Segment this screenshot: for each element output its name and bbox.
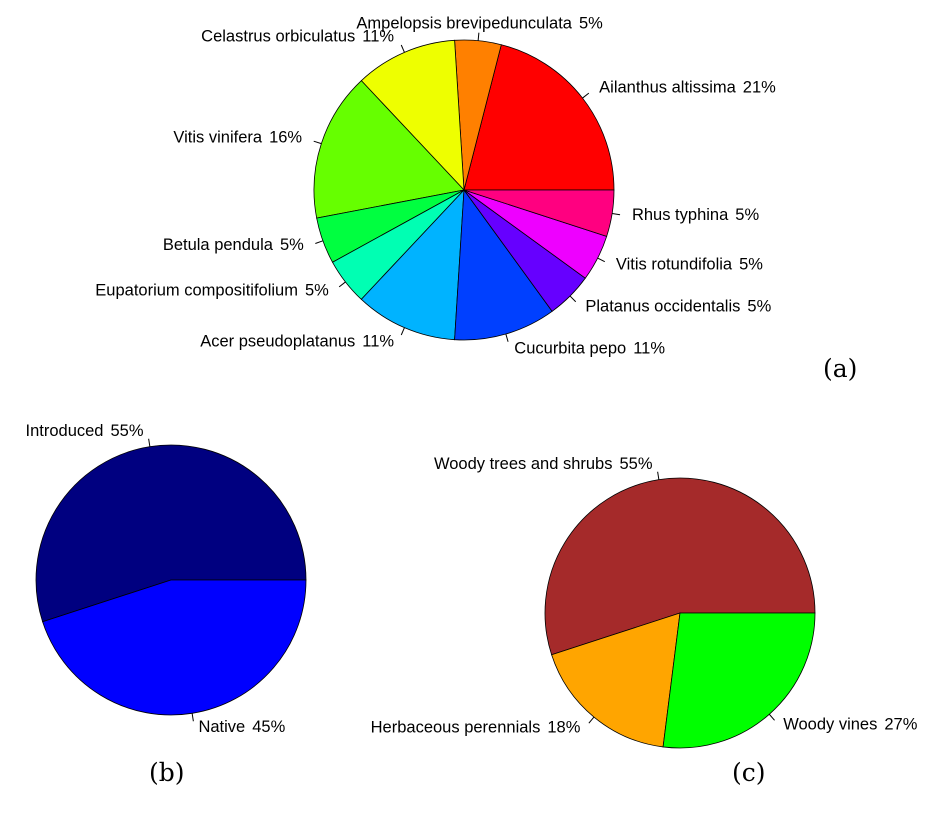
slice-name-a-vitis-vinifera: Vitis vinifera: [173, 129, 262, 147]
slice-label-a-vitis-rotundifolia: Vitis rotundifolia 5%: [616, 256, 763, 274]
leader-line-a-ailanthus-altissima: [582, 92, 590, 99]
slice-percent-a-vitis-vinifera: 16%: [269, 129, 302, 147]
slice-a-cucurbita-pepo: [454, 188, 553, 341]
slice-percent-a-betula-pendula: 5%: [280, 237, 304, 255]
leader-line-c-herbaceous-perennials: [588, 716, 595, 724]
pie-chart-b: Introduced 55% Native 45%: [26, 422, 307, 737]
slice-name-c-woody-trees-and-shrubs: Woody trees and shrubs: [434, 455, 613, 473]
slice-percent-a-cucurbita-pepo: 11%: [633, 340, 665, 358]
leader-line-a-platanus-occidentalis: [569, 295, 577, 303]
slice-percent-a-rhus-typhina: 5%: [735, 206, 759, 224]
leader-line-a-acer-pseudoplatanus: [400, 327, 405, 336]
slice-name-a-ampelopsis-brevipedunculata: Ampelopsis brevipedunculata: [356, 15, 572, 33]
panel-label-a: (a): [823, 354, 857, 383]
leader-line-c-woody-trees-and-shrubs: [657, 471, 660, 480]
panel-label-c: (c): [732, 758, 766, 787]
slice-name-a-vitis-rotundifolia: Vitis rotundifolia: [616, 256, 733, 274]
slice-c-woody-trees-and-shrubs: [544, 477, 816, 656]
slice-label-a-ampelopsis-brevipedunculata: Ampelopsis brevipedunculata 5%: [356, 15, 603, 33]
slice-percent-a-vitis-rotundifolia: 5%: [739, 256, 763, 274]
slice-label-a-cucurbita-pepo: Cucurbita pepo 11%: [514, 340, 665, 358]
slice-percent-a-acer-pseudoplatanus: 11%: [362, 333, 394, 351]
slice-label-a-rhus-typhina: Rhus typhina 5%: [632, 206, 759, 224]
leader-line-a-vitis-vinifera: [313, 140, 322, 145]
slice-name-c-herbaceous-perennials: Herbaceous perennials: [371, 719, 541, 737]
slice-name-a-acer-pseudoplatanus: Acer pseudoplatanus: [200, 333, 355, 351]
leader-line-a-ampelopsis-brevipedunculata: [477, 32, 480, 41]
slice-name-a-rhus-typhina: Rhus typhina: [632, 206, 729, 224]
leader-line-a-vitis-rotundifolia: [597, 257, 606, 263]
slice-label-c-woody-trees-and-shrubs: Woody trees and shrubs 55%: [434, 455, 653, 473]
slice-label-a-eupatorium-compositifolium: Eupatorium compositifolium 5%: [95, 282, 329, 300]
slice-name-c-woody-vines: Woody vines: [783, 716, 877, 734]
slice-label-c-woody-vines: Woody vines 27%: [783, 716, 918, 734]
slice-a-rhus-typhina: [463, 189, 615, 237]
slice-name-a-ailanthus-altissima: Ailanthus altissima: [599, 79, 736, 97]
slice-percent-a-platanus-occidentalis: 5%: [747, 298, 771, 316]
pie-chart-c: Woody trees and shrubs 55% Herbaceous pere…: [371, 455, 918, 749]
slice-name-a-cucurbita-pepo: Cucurbita pepo: [514, 340, 626, 358]
leader-line-b-introduced: [148, 438, 151, 447]
slice-percent-a-celastrus-orbiculatus: 11%: [362, 28, 394, 46]
leader-line-a-cucurbita-pepo: [505, 333, 509, 342]
slice-name-b-native: Native: [198, 719, 245, 737]
panel-label-b: (b): [149, 758, 185, 787]
slice-b-native: [42, 579, 307, 716]
slice-name-a-celastrus-orbiculatus: Celastrus orbiculatus: [201, 28, 355, 46]
slice-percent-b-introduced: 55%: [110, 422, 143, 440]
leader-line-b-native: [191, 713, 194, 722]
slice-name-b-introduced: Introduced: [26, 422, 104, 440]
leader-line-a-betula-pendula: [315, 240, 324, 244]
slice-name-a-eupatorium-compositifolium: Eupatorium compositifolium: [95, 282, 298, 300]
slice-percent-b-native: 45%: [252, 719, 285, 737]
slice-percent-c-herbaceous-perennials: 18%: [547, 719, 580, 737]
slice-label-c-herbaceous-perennials: Herbaceous perennials 18%: [371, 719, 581, 737]
slice-label-a-platanus-occidentalis: Platanus occidentalis 5%: [585, 298, 771, 316]
leader-line-a-eupatorium-compositifolium: [338, 281, 346, 288]
slice-label-a-celastrus-orbiculatus: Celastrus orbiculatus 11%: [201, 28, 394, 46]
slice-label-a-acer-pseudoplatanus: Acer pseudoplatanus 11%: [200, 333, 394, 351]
slice-name-a-betula-pendula: Betula pendula: [163, 237, 274, 255]
slice-a-celastrus-orbiculatus: [360, 39, 465, 192]
slice-name-a-platanus-occidentalis: Platanus occidentalis: [585, 298, 740, 316]
leader-line-c-woody-vines: [768, 713, 775, 721]
slice-label-a-ailanthus-altissima: Ailanthus altissima 21%: [599, 79, 776, 97]
slice-a-vitis-vinifera: [313, 80, 465, 219]
slice-label-b-native: Native 45%: [198, 719, 285, 737]
slice-percent-c-woody-vines: 27%: [884, 716, 917, 734]
slice-percent-a-ampelopsis-brevipedunculata: 5%: [579, 15, 603, 33]
slice-b-introduced: [35, 444, 307, 623]
slice-a-acer-pseudoplatanus: [360, 188, 465, 341]
slice-percent-a-ailanthus-altissima: 21%: [743, 79, 776, 97]
slice-label-a-vitis-vinifera: Vitis vinifera 16%: [173, 129, 302, 147]
pie-chart-a: Ailanthus altissima 21% Ampelopsis brevipe…: [95, 15, 776, 358]
leader-line-a-rhus-typhina: [612, 212, 621, 216]
slice-label-b-introduced: Introduced 55%: [26, 422, 144, 440]
slice-percent-a-eupatorium-compositifolium: 5%: [305, 282, 329, 300]
slice-percent-c-woody-trees-and-shrubs: 55%: [619, 455, 652, 473]
slice-label-a-betula-pendula: Betula pendula 5%: [163, 237, 304, 255]
leader-line-a-celastrus-orbiculatus: [400, 44, 405, 53]
